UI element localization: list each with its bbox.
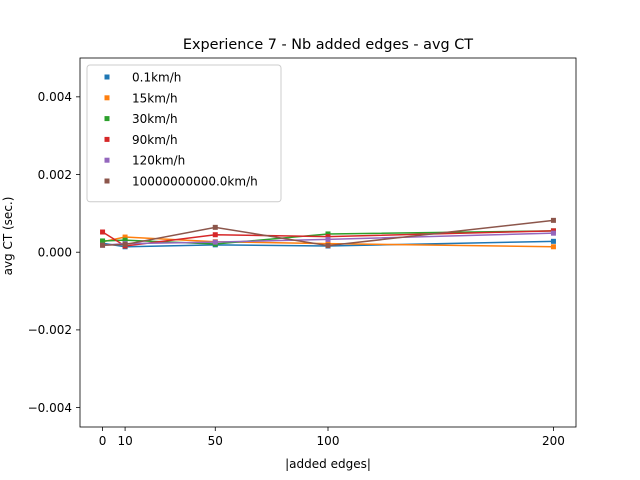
legend-label: 90km/h [132,133,178,147]
legend-swatch [104,178,110,184]
x-tick-label: 10 [117,434,132,448]
y-axis-label: avg CT (sec.) [1,197,15,276]
y-tick-label: 0.002 [38,168,72,182]
legend: 0.1km/h 15km/h 30km/h 90km/h 120km/h 10000000… [86,64,282,203]
legend-swatch [104,116,110,122]
data-point [550,238,556,244]
data-point [212,224,218,230]
data-point [212,232,218,238]
x-tick-label: 50 [208,434,223,448]
y-tick-label: −0.004 [28,401,72,415]
x-tick-label: 100 [317,434,340,448]
data-point [325,234,331,240]
data-point [100,242,106,248]
legend-label: 30km/h [132,112,178,126]
y-tick-label: 0.000 [38,246,72,260]
data-point [550,244,556,250]
legend-label: 10000000000.0km/h [132,175,258,189]
legend-swatch [104,74,110,80]
data-point [550,230,556,236]
legend-swatch [104,157,110,163]
axes: 0 10 50 100 200 −0.004 −0.002 0.000 0.002 0.004 [28,57,577,448]
legend-label: 0.1km/h [132,71,181,85]
data-point [122,237,128,243]
legend-box [86,64,282,203]
x-tick-label: 0 [99,434,107,448]
chart-title: Experience 7 - Nb added edges - avg CT [183,37,473,53]
legend-label: 120km/h [132,154,185,168]
data-point [100,238,106,244]
data-point [550,217,556,223]
legend-label: 15km/h [132,91,178,105]
series-5 [100,217,556,249]
data-point [212,239,218,245]
data-point [325,243,331,249]
y-tick-label: 0.004 [38,90,72,104]
x-axis-label: |added edges| [285,457,371,471]
legend-swatch [104,136,110,142]
x-tick-label: 200 [542,434,565,448]
plot-area [100,217,556,250]
data-point [122,241,128,247]
data-point [122,234,128,240]
data-point [325,236,331,242]
y-tick-label: −0.002 [28,323,72,337]
data-point [325,231,331,237]
data-point [100,229,106,235]
legend-swatch [104,95,110,101]
